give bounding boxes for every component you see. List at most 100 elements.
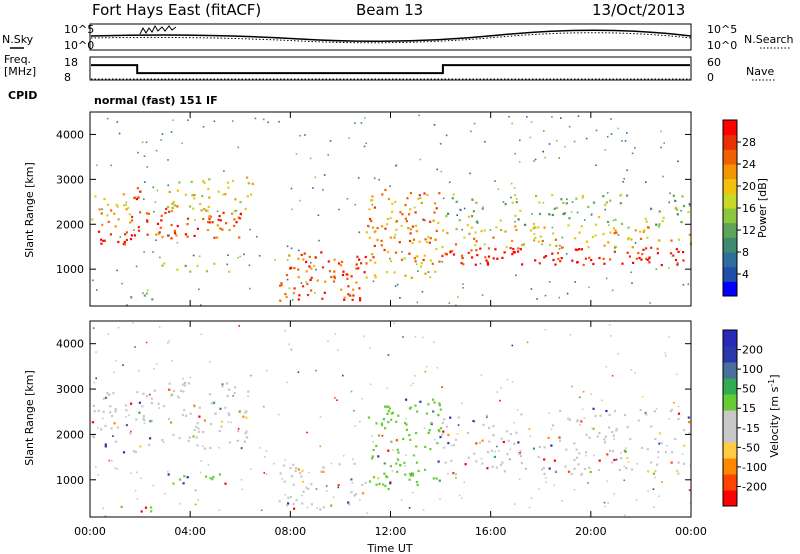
power-echo-cell <box>193 194 196 197</box>
power-echo-cell <box>602 257 605 260</box>
velocity-echo-cell <box>111 415 114 418</box>
power-echo-cell <box>280 282 283 285</box>
velocity-echo-cell <box>294 467 298 470</box>
velocity-echo-cell <box>167 473 170 476</box>
velocity-echo-cell <box>198 406 201 409</box>
velocity-echo-cell <box>301 469 304 472</box>
velocity-echo-cell <box>150 397 153 400</box>
velocity-echo-cell <box>490 449 494 452</box>
velocity-echo-cell <box>481 439 484 442</box>
power-echo-cell <box>441 245 444 249</box>
power-echo-cell <box>519 209 522 212</box>
power-scatter-cell <box>187 119 189 121</box>
velocity-scatter-cell <box>337 349 339 351</box>
power-scatter-cell <box>669 192 671 195</box>
power-echo-cell <box>560 198 563 201</box>
power-echo-cell <box>424 238 427 241</box>
velocity-scatter-cell <box>236 439 238 442</box>
power-echo-cell <box>333 258 336 261</box>
power-scatter-cell <box>395 164 398 166</box>
velocity-scatter-cell <box>330 462 333 465</box>
power-echo-cell <box>383 248 386 252</box>
power-echo-cell <box>620 193 623 196</box>
power-echo-cell <box>462 263 465 266</box>
velocity-scatter-cell <box>306 431 308 434</box>
colorbar-swatch <box>723 237 737 253</box>
power-echo-cell <box>674 259 678 262</box>
velocity-echo-cell <box>501 461 504 464</box>
power-scatter-cell <box>531 213 533 215</box>
power-echo-cell <box>371 253 374 256</box>
power-scatter-cell <box>566 292 569 295</box>
power-echo-cell <box>411 225 415 228</box>
colorbar-tick-label: 16 <box>742 202 756 215</box>
power-scatter-cell <box>617 127 619 130</box>
velocity-echo-cell <box>319 508 322 511</box>
power-scatter-cell <box>133 229 135 231</box>
power-scatter-cell <box>202 126 205 128</box>
velocity-echo-cell <box>390 418 393 421</box>
power-echo-cell <box>305 260 308 264</box>
velocity-echo-cell <box>452 472 455 475</box>
power-echo-cell <box>606 220 610 223</box>
power-echo-cell <box>486 261 489 264</box>
power-scatter-cell <box>237 146 240 149</box>
velocity-scatter-cell <box>156 363 158 365</box>
power-scatter-cell <box>167 184 169 187</box>
power-echo-cell <box>575 197 578 200</box>
power-echo-cell <box>122 193 125 196</box>
velocity-scatter-cell <box>664 352 667 355</box>
velocity-scatter-cell <box>284 459 286 461</box>
velocity-scatter-cell <box>369 347 371 349</box>
power-scatter-cell <box>462 283 464 285</box>
power-echo-cell <box>130 234 133 237</box>
velocity-scatter-cell <box>526 341 529 344</box>
power-echo-cell <box>423 192 426 195</box>
velocity-scatter-cell <box>281 478 284 480</box>
power-echo-cell <box>661 220 664 223</box>
velocity-echo-cell <box>279 472 282 475</box>
power-echo-cell <box>203 181 206 184</box>
velocity-scatter-cell <box>582 390 585 393</box>
power-scatter-cell <box>248 264 251 267</box>
power-echo-cell <box>483 243 486 246</box>
velocity-scatter-cell <box>125 416 127 418</box>
power-echo-cell <box>113 212 116 215</box>
power-echo-cell <box>145 292 149 295</box>
power-scatter-cell <box>143 198 145 201</box>
power-scatter-cell <box>315 268 317 271</box>
velocity-echo-cell <box>338 463 341 466</box>
power-echo-cell <box>522 243 525 246</box>
power-echo-cell <box>173 229 176 232</box>
colorbar-swatch <box>723 490 737 507</box>
power-echo-cell <box>451 250 454 253</box>
power-echo-cell <box>139 211 142 214</box>
velocity-echo-cell <box>364 481 367 484</box>
power-echo-cell <box>217 190 220 193</box>
power-echo-cell <box>129 238 133 241</box>
velocity-scatter-cell <box>111 460 113 462</box>
power-echo-cell <box>459 208 462 211</box>
velocity-echo-cell <box>612 434 615 437</box>
velocity-scatter-cell <box>104 515 107 517</box>
power-echo-cell <box>534 259 537 262</box>
power-echo-cell <box>533 225 536 229</box>
velocity-scatter-cell <box>259 447 262 449</box>
velocity-echo-cell <box>193 404 196 407</box>
velocity-echo-cell <box>292 463 295 466</box>
power-echo-cell <box>380 239 383 242</box>
colorbar-tick-label: 4 <box>742 268 749 281</box>
velocity-echo-cell <box>626 426 629 429</box>
power-echo-cell <box>408 252 411 255</box>
power-echo-cell <box>172 200 175 204</box>
velocity-echo-cell <box>142 415 145 418</box>
velocity-echo-cell <box>598 432 601 435</box>
power-echo-cell <box>131 215 134 218</box>
power-echo-cell <box>678 238 681 241</box>
power-echo-cell <box>492 236 495 239</box>
velocity-echo-cell <box>558 436 561 439</box>
frequency-panel: Freq. [MHz] 18 8 60 0 Nave <box>4 53 776 84</box>
power-echo-cell <box>609 199 612 202</box>
